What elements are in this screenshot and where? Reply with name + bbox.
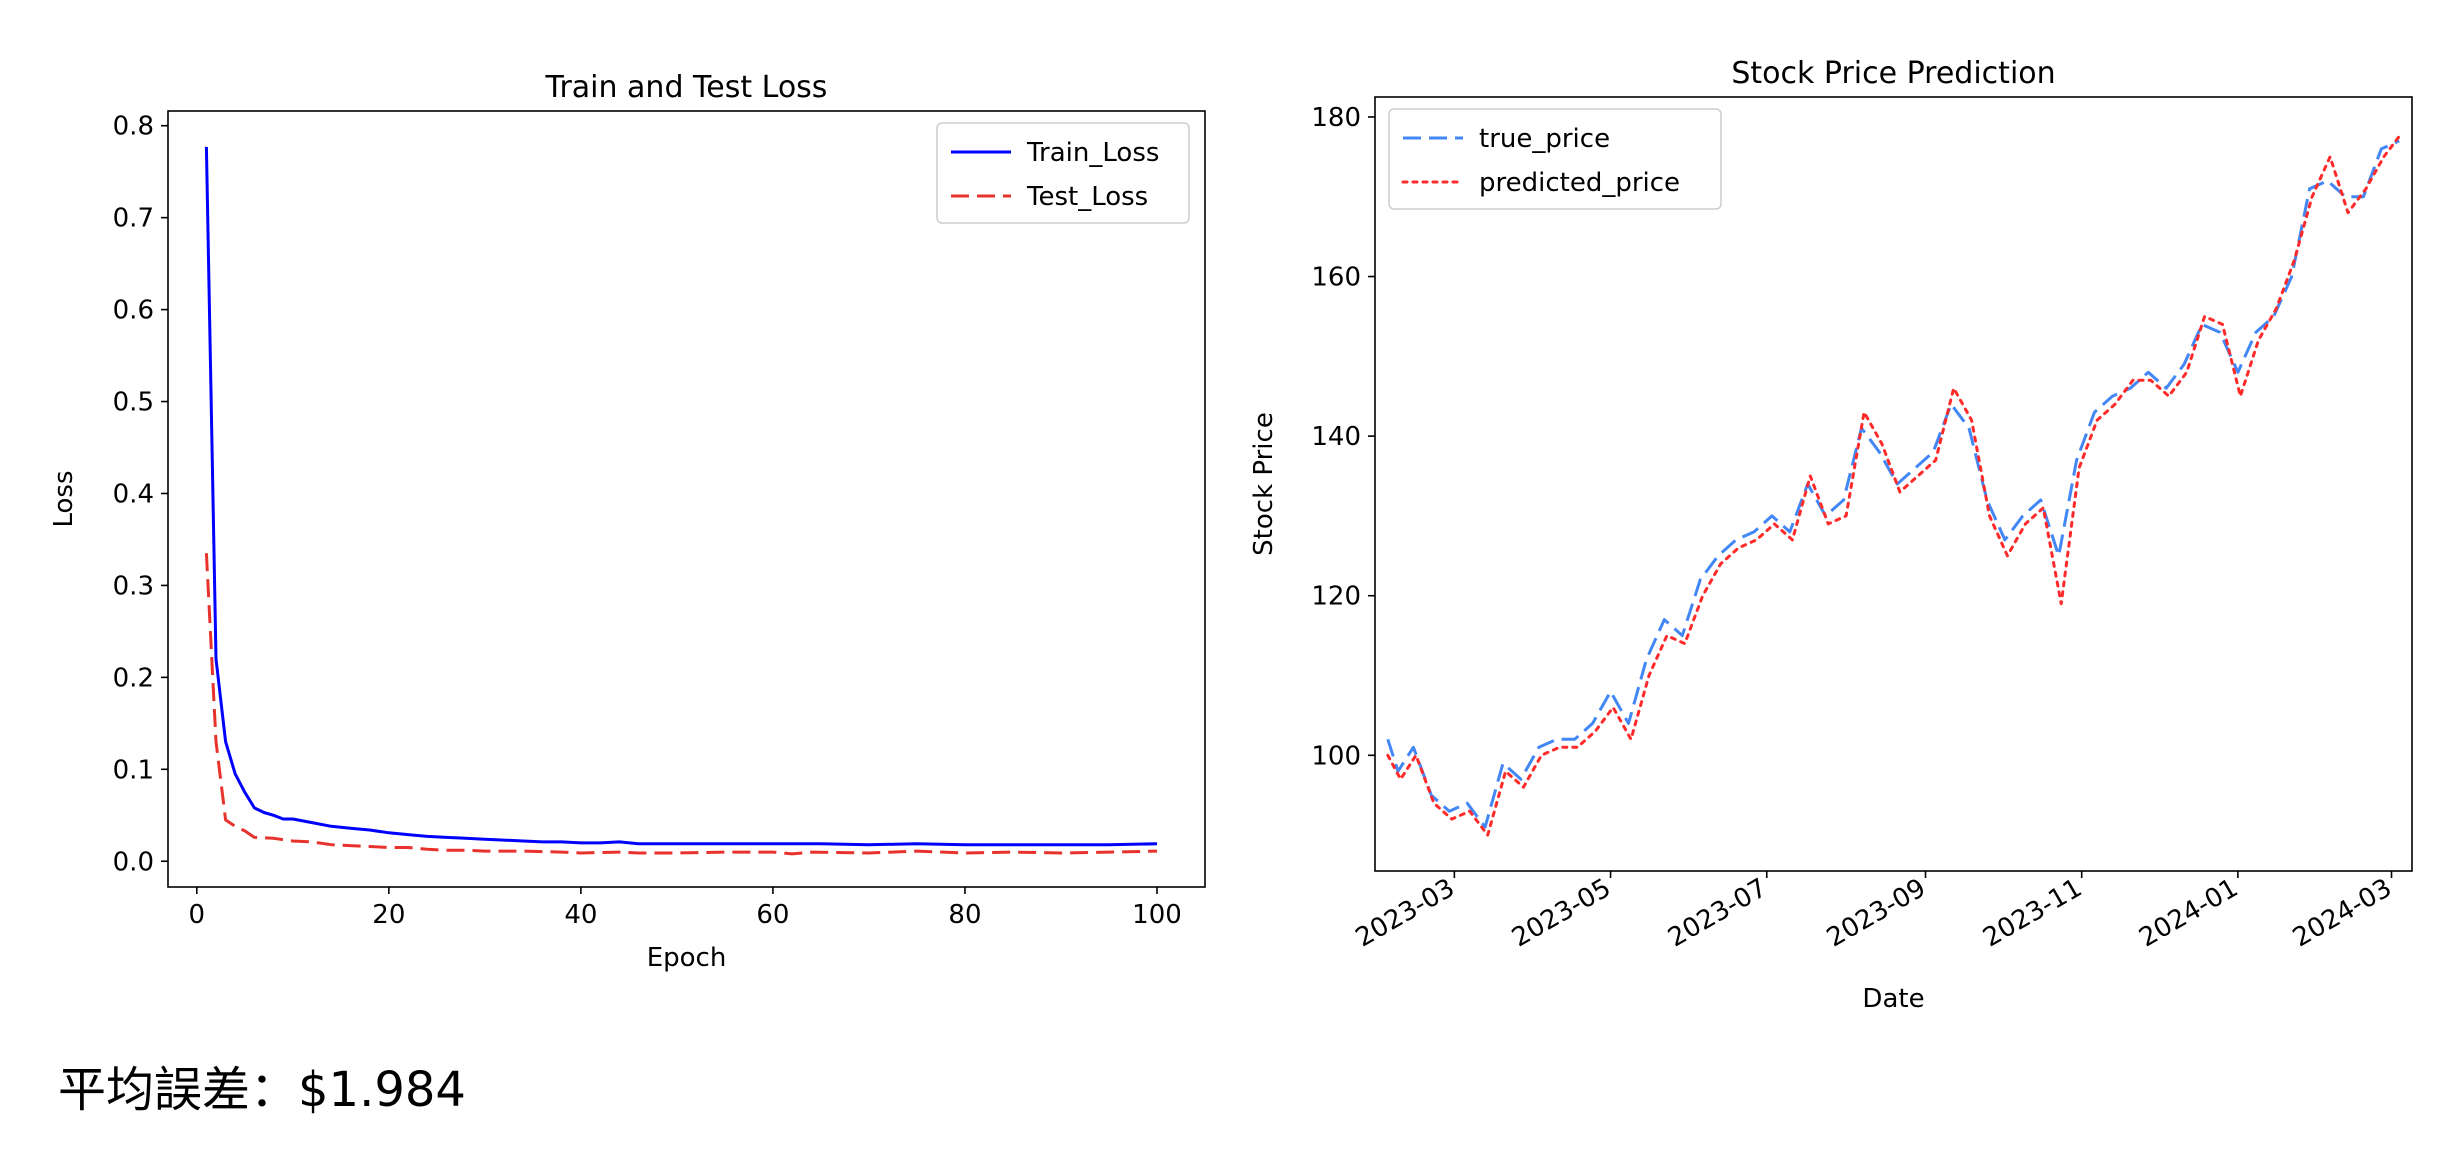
x-tick-label: 40 [564,900,597,930]
y-tick-label: 180 [1311,103,1361,133]
x-tick-label: 100 [1132,900,1182,930]
x-axis-label: Date [1862,984,1924,1014]
y-tick-label: 0.3 [113,571,154,601]
x-tick-label: 2023-07 [1663,873,1772,953]
y-tick-label: 0.1 [113,755,154,785]
legend-label-predicted-price: predicted_price [1479,168,1680,198]
y-tick-label: 0.0 [113,847,154,877]
x-tick-label: 2023-11 [1978,873,2087,953]
x-tick-label: 0 [189,900,206,930]
x-axis-label: Epoch [647,943,727,973]
series-line-predicted-price [1386,131,2404,837]
series-line-test-loss [204,553,1158,856]
chart-title: Stock Price Prediction [1731,56,2055,91]
series-line-train-loss [204,146,1158,847]
legend-label-test-loss: Test_Loss [1026,182,1148,212]
y-tick-label: 0.5 [113,388,154,418]
y-tick-label: 120 [1311,582,1361,612]
y-axis-label: Stock Price [1249,412,1279,556]
x-tick-label: 2023-03 [1351,873,1460,953]
legend-box [936,122,1190,224]
y-tick-label: 140 [1311,422,1361,452]
y-tick-label: 0.8 [113,112,154,142]
x-tick-label: 2024-01 [2134,873,2243,953]
legend-label-train-loss: Train_Loss [1026,138,1159,168]
mean-error-summary: 平均誤差：$1.984 [58,1062,466,1118]
y-tick-label: 0.7 [113,204,154,234]
x-tick-label: 2023-09 [1822,873,1931,953]
legend-box [1388,108,1722,210]
y-tick-label: 0.4 [113,479,154,509]
y-axis-label: Loss [49,470,79,527]
y-tick-label: 0.2 [113,663,154,693]
loss-chart: Train and Test Loss 0.0 0.1 0.2 0.3 0.4 0.5 0.6… [49,70,1206,973]
y-tick-label: 0.6 [113,296,154,326]
stock-chart: Stock Price Prediction 100 120 140 160 180 202… [1249,56,2413,1014]
x-tick-label: 2023-05 [1507,873,1616,953]
x-tick-label: 2024-03 [2288,873,2397,953]
plot-frame [167,110,1206,888]
y-tick-label: 160 [1311,263,1361,293]
x-tick-label: 20 [372,900,405,930]
y-tick-label: 100 [1311,741,1361,771]
x-tick-label: 80 [948,900,981,930]
chart-title: Train and Test Loss [545,70,828,105]
series-line-true-price [1386,139,2400,829]
plot-frame [1374,96,2413,872]
legend-label-true-price: true_price [1479,124,1610,154]
x-tick-label: 60 [756,900,789,930]
